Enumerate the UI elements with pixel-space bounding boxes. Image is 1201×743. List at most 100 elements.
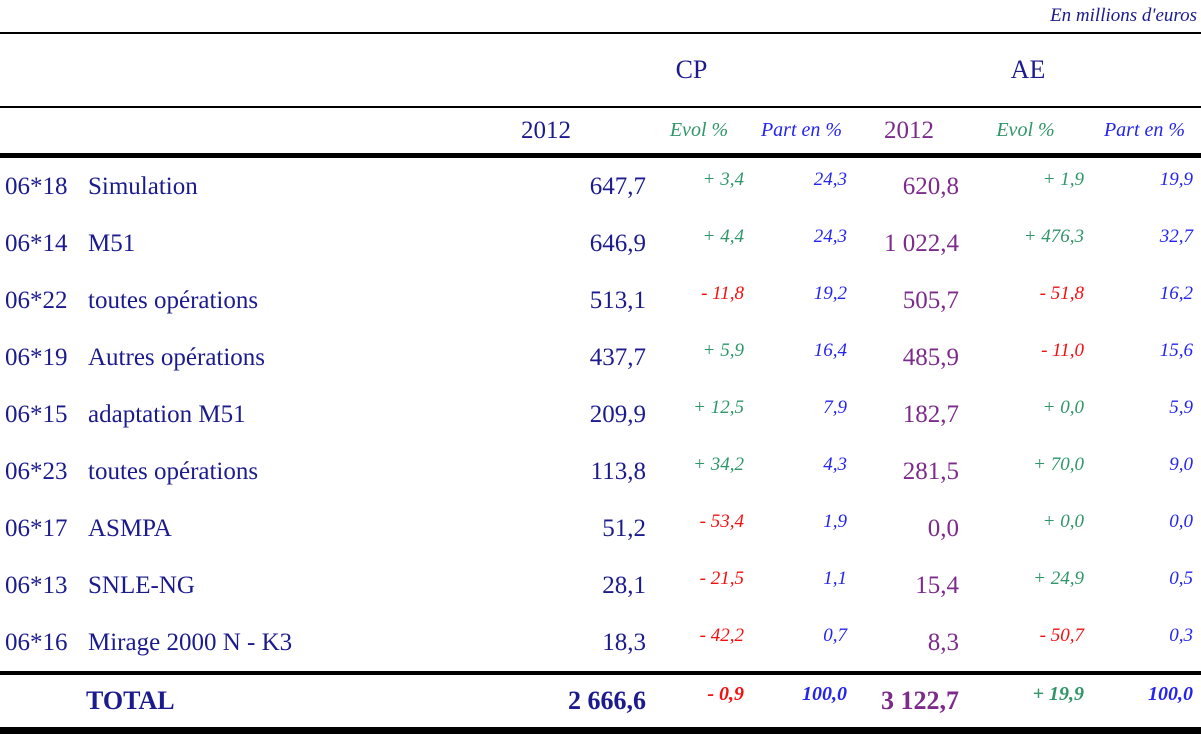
row-label: ASMPA	[88, 514, 172, 542]
ae-evol-value: - 11,0	[1041, 339, 1084, 361]
ae-evol-value: - 50,7	[1039, 624, 1084, 646]
cp-evol-value: + 12,5	[693, 396, 744, 418]
ae-evol-header: Evol %	[963, 107, 1088, 158]
cp-part-value: 1,1	[823, 567, 847, 589]
ae-part-value: 32,7	[1159, 225, 1194, 247]
ae-2012-value: 485,9	[902, 343, 959, 371]
row-label-cell: 06*17 ASMPA	[0, 500, 470, 557]
ae-part-value: 0,3	[1169, 624, 1194, 646]
row-label: adaptation M51	[88, 400, 246, 428]
row-code: 06*22	[5, 286, 68, 314]
row-label-cell: 06*14 M51	[0, 215, 470, 272]
row-label-cell: 06*23 toutes opérations	[0, 443, 470, 500]
cp-2012-value: 51,2	[602, 514, 646, 542]
total-cp-part-value: 100,0	[748, 671, 855, 734]
ae-2012-value: 182,7	[902, 400, 959, 428]
ae-part-header: Part en %	[1088, 107, 1201, 158]
row-label: Mirage 2000 N - K3	[88, 628, 293, 656]
total-label: TOTAL	[0, 671, 470, 734]
budget-table: CP AE 2012 Evol % Part en % 2012 Evol % …	[0, 32, 1201, 734]
table-row: 06*15 adaptation M51 209,9 + 12,5 7,9 182…	[0, 386, 1201, 443]
cp-2012-value: 209,9	[589, 400, 646, 428]
cp-part-value: 7,9	[823, 396, 847, 418]
table-row: 06*23 toutes opérations 113,8 + 34,2 4,3 …	[0, 443, 1201, 500]
cp-2012-value: 113,8	[590, 457, 646, 485]
row-label-cell: 06*19 Autres opérations	[0, 329, 470, 386]
table-row: 06*19 Autres opérations 437,7 + 5,9 16,4 …	[0, 329, 1201, 386]
cp-evol-value: + 3,4	[702, 168, 744, 190]
total-cp-2012-value: 2 666,6	[470, 671, 650, 734]
ae-2012-value: 15,4	[915, 571, 959, 599]
ae-2012-value: 0,0	[927, 514, 959, 542]
ae-evol-value: + 24,9	[1033, 567, 1084, 589]
cp-part-value: 24,3	[813, 225, 847, 247]
ae-part-value: 16,2	[1159, 282, 1194, 304]
row-label-cell: 06*13 SNLE-NG	[0, 557, 470, 614]
row-code: 06*18	[5, 172, 68, 200]
cp-part-value: 4,3	[823, 453, 847, 475]
ae-year-header: 2012	[855, 107, 963, 158]
row-code: 06*13	[5, 571, 68, 599]
cp-evol-value: + 4,4	[702, 225, 744, 247]
ae-part-value: 5,9	[1169, 396, 1194, 418]
row-code: 06*17	[5, 514, 68, 542]
cp-2012-value: 437,7	[589, 343, 646, 371]
cp-year-header: 2012	[470, 107, 650, 158]
row-label: Simulation	[88, 172, 198, 200]
row-code: 06*15	[5, 400, 68, 428]
ae-evol-value: + 0,0	[1042, 510, 1084, 532]
column-header-spacer	[0, 107, 470, 158]
table-row: 06*13 SNLE-NG 28,1 - 21,5 1,1 15,4 + 24,9…	[0, 557, 1201, 614]
row-label-cell: 06*16 Mirage 2000 N - K3	[0, 614, 470, 673]
total-ae-part-value: 100,0	[1088, 671, 1201, 734]
cp-evol-value: - 42,2	[699, 624, 744, 646]
ae-evol-value: + 476,3	[1023, 225, 1084, 247]
ae-2012-value: 1 022,4	[884, 229, 959, 257]
ae-part-value: 0,0	[1169, 510, 1194, 532]
cp-evol-value: - 11,8	[701, 282, 744, 304]
row-label: SNLE-NG	[88, 571, 195, 599]
row-code: 06*23	[5, 457, 68, 485]
row-label-cell: 06*22 toutes opérations	[0, 272, 470, 329]
cp-2012-value: 28,1	[602, 571, 646, 599]
cp-evol-value: + 5,9	[702, 339, 744, 361]
total-ae-evol-value: + 19,9	[963, 671, 1088, 734]
ae-part-value: 9,0	[1169, 453, 1194, 475]
unit-note: En millions d'euros	[1050, 5, 1197, 26]
row-label: toutes opérations	[88, 457, 259, 485]
row-code: 06*19	[5, 343, 68, 371]
cp-part-value: 1,9	[823, 510, 847, 532]
cp-part-value: 24,3	[813, 168, 847, 190]
total-row: TOTAL 2 666,6 - 0,9 100,0 3 122,7 + 19,9…	[0, 671, 1201, 734]
row-code: 06*16	[5, 628, 68, 656]
cp-evol-value: - 53,4	[699, 510, 744, 532]
table-body: 06*18 Simulation 647,7 + 3,4 24,3 620,8 +…	[0, 156, 1201, 674]
cp-part-value: 0,7	[823, 624, 847, 646]
ae-part-value: 15,6	[1159, 339, 1194, 361]
ae-evol-value: - 51,8	[1039, 282, 1084, 304]
cp-group-header: CP	[470, 33, 855, 108]
cp-evol-value: - 21,5	[699, 567, 744, 589]
cp-evol-header: Evol %	[650, 107, 748, 158]
ae-2012-value: 505,7	[902, 286, 959, 314]
column-header-row: 2012 Evol % Part en % 2012 Evol % Part e…	[0, 107, 1201, 158]
ae-2012-value: 281,5	[902, 457, 959, 485]
cp-evol-value: + 34,2	[693, 453, 744, 475]
table-row: 06*16 Mirage 2000 N - K3 18,3 - 42,2 0,7 …	[0, 614, 1201, 673]
cp-2012-value: 513,1	[589, 286, 646, 314]
row-label: toutes opérations	[88, 286, 259, 314]
table-row: 06*14 M51 646,9 + 4,4 24,3 1 022,4 + 476,…	[0, 215, 1201, 272]
row-label-cell: 06*15 adaptation M51	[0, 386, 470, 443]
row-code: 06*14	[5, 229, 68, 257]
table-row: 06*17 ASMPA 51,2 - 53,4 1,9 0,0 + 0,0 0,0	[0, 500, 1201, 557]
ae-2012-value: 620,8	[902, 172, 959, 200]
group-header-row: CP AE	[0, 33, 1201, 108]
ae-group-header: AE	[855, 33, 1201, 108]
group-header-spacer	[0, 33, 470, 108]
row-label-cell: 06*18 Simulation	[0, 156, 470, 216]
row-label: Autres opérations	[88, 343, 266, 371]
cp-2012-value: 18,3	[602, 628, 646, 656]
ae-part-value: 0,5	[1169, 567, 1194, 589]
row-label: M51	[88, 229, 136, 257]
